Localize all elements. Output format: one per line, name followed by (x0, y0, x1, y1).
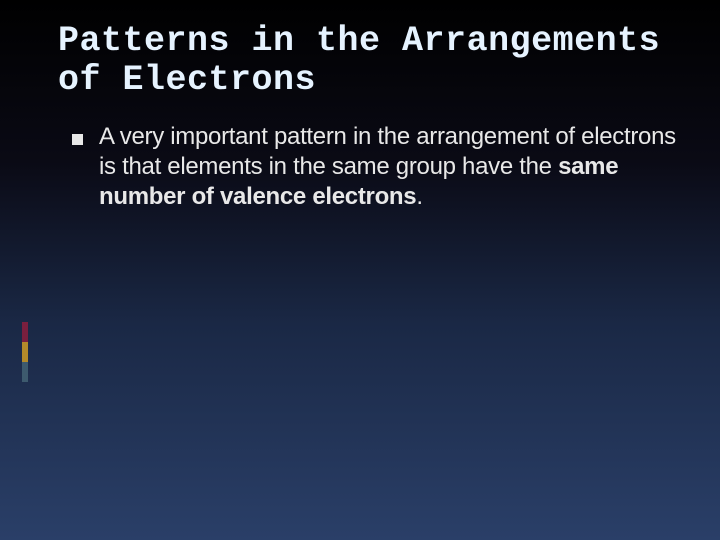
accent-bars (22, 322, 28, 382)
bullet-text-post: . (416, 183, 422, 210)
accent-bar-2 (22, 342, 28, 362)
accent-bar-3 (22, 362, 28, 382)
bullet-marker-icon (72, 134, 83, 145)
accent-bar-1 (22, 322, 28, 342)
slide-title: Patterns in the Arrangements of Electron… (58, 22, 678, 100)
bullet-text: A very important pattern in the arrangem… (99, 122, 678, 212)
slide-content: Patterns in the Arrangements of Electron… (58, 22, 678, 212)
bullet-item: A very important pattern in the arrangem… (58, 122, 678, 212)
